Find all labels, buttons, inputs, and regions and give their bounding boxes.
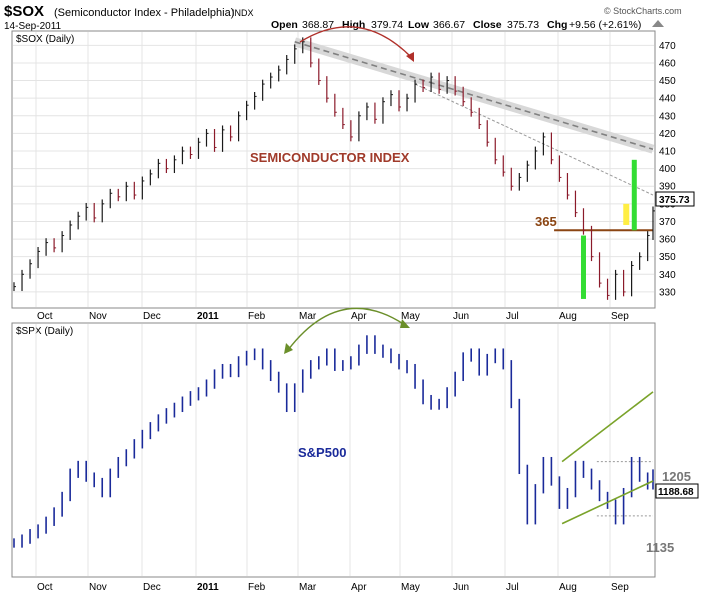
- y-tick-label: 400: [659, 164, 676, 175]
- chg-label: Chg: [547, 19, 567, 31]
- level-1135-label: 1135: [646, 540, 674, 555]
- level-365-label: 365: [535, 214, 557, 229]
- resistance-trendline: [294, 41, 654, 151]
- chg-value: +9.56 (+2.61%): [569, 19, 641, 31]
- y-tick-label: 370: [659, 217, 676, 228]
- month-tick-label: May: [401, 582, 420, 593]
- month-tick-label: Feb: [248, 311, 266, 322]
- channel-upper-line: [561, 391, 654, 463]
- y-tick-label: 330: [659, 287, 676, 298]
- open-value: 368.87: [302, 19, 334, 31]
- peak-arc-arrow: [287, 307, 406, 351]
- channel-lower-line: [561, 480, 654, 525]
- header-date: 14-Sep-2011: [4, 21, 62, 32]
- month-tick-label: 2011: [197, 311, 219, 322]
- y-tick-label: 430: [659, 111, 676, 122]
- sox-panel-frame: [11, 30, 656, 309]
- month-tick-label: Dec: [143, 311, 161, 322]
- spx-chart-title: S&P500: [298, 445, 346, 460]
- month-tick-label: Aug: [559, 582, 577, 593]
- symbol-title: $SOX: [4, 3, 44, 20]
- month-tick-label: Oct: [37, 311, 53, 322]
- month-tick-label: 2011: [197, 582, 219, 593]
- y-tick-label: 360: [659, 235, 676, 246]
- sox-chart-title: SEMICONDUCTOR INDEX: [250, 150, 410, 165]
- low-value: 366.67: [433, 19, 465, 31]
- month-tick-label: Nov: [89, 582, 107, 593]
- month-tick-label: Mar: [299, 311, 317, 322]
- sox-annotations: [299, 26, 637, 299]
- y-tick-label: 350: [659, 252, 676, 263]
- exchange-label: INDX: [232, 8, 254, 18]
- month-tick-label: Sep: [611, 311, 629, 322]
- spx-last-value-tag: 1188.68: [655, 483, 699, 499]
- yellow-highlight-bar: [623, 203, 630, 225]
- month-axis-top: Oct Nov Dec 2011 Feb Mar Apr May Jun Jul Aug Sep: [37, 311, 629, 322]
- green-highlight-bar: [580, 235, 586, 299]
- y-tick-label: 450: [659, 76, 676, 87]
- month-tick-label: Jul: [506, 311, 519, 322]
- low-label: Low: [408, 19, 430, 31]
- month-axis-bottom: Oct Nov Dec 2011 Feb Mar Apr May Jun Jul Aug Sep: [37, 582, 629, 593]
- month-tick-label: May: [401, 311, 420, 322]
- month-tick-label: Apr: [351, 582, 367, 593]
- spx-grid: [35, 324, 611, 576]
- month-tick-label: Aug: [559, 311, 577, 322]
- y-tick-label: 470: [659, 41, 676, 52]
- arrow-head-icon: [400, 319, 410, 328]
- month-tick-label: Oct: [37, 582, 53, 593]
- arrow-head-icon: [406, 52, 414, 62]
- month-tick-label: Nov: [89, 311, 107, 322]
- high-value: 379.74: [371, 19, 403, 31]
- triangle-up-icon: [652, 20, 664, 27]
- y-tick-label: 390: [659, 182, 676, 193]
- ohlc-readout: Open 368.87 High 379.74 Low 366.67 Close…: [271, 19, 641, 31]
- credit-text: © StockCharts.com: [604, 6, 682, 16]
- month-tick-label: Apr: [351, 311, 367, 322]
- spx-annotations: [284, 307, 654, 525]
- level-1205-label: 1205: [662, 469, 691, 484]
- sox-y-axis: 3303403503603703803904004104204304404504…: [659, 41, 676, 299]
- arrow-head-icon: [284, 343, 293, 354]
- close-value: 375.73: [507, 19, 539, 31]
- spx-price-series: [13, 335, 654, 548]
- secondary-trendline: [414, 83, 654, 196]
- month-tick-label: Jun: [453, 582, 469, 593]
- month-tick-label: Mar: [299, 582, 317, 593]
- peak-arc-arrow: [299, 26, 413, 59]
- y-tick-label: 420: [659, 129, 676, 140]
- index-name: (Semiconductor Index - Philadelphia): [54, 7, 234, 19]
- green-highlight-bar: [631, 159, 637, 231]
- spx-panel-label: $SPX (Daily): [16, 326, 73, 337]
- y-tick-label: 410: [659, 147, 676, 158]
- month-tick-label: Dec: [143, 582, 161, 593]
- open-label: Open: [271, 19, 298, 31]
- spx-last-value: 1188.68: [658, 487, 694, 498]
- sox-panel-label: $SOX (Daily): [16, 34, 74, 45]
- y-tick-label: 460: [659, 58, 676, 69]
- sox-last-value: 375.73: [659, 195, 690, 206]
- close-label: Close: [473, 19, 502, 31]
- high-label: High: [342, 19, 365, 31]
- month-tick-label: Feb: [248, 582, 266, 593]
- sox-last-value-tag: 375.73: [655, 191, 695, 207]
- month-tick-label: Sep: [611, 582, 629, 593]
- spx-panel-frame: [11, 322, 656, 578]
- month-tick-label: Jun: [453, 311, 469, 322]
- month-tick-label: Jul: [506, 582, 519, 593]
- y-tick-label: 440: [659, 94, 676, 105]
- y-tick-label: 340: [659, 270, 676, 281]
